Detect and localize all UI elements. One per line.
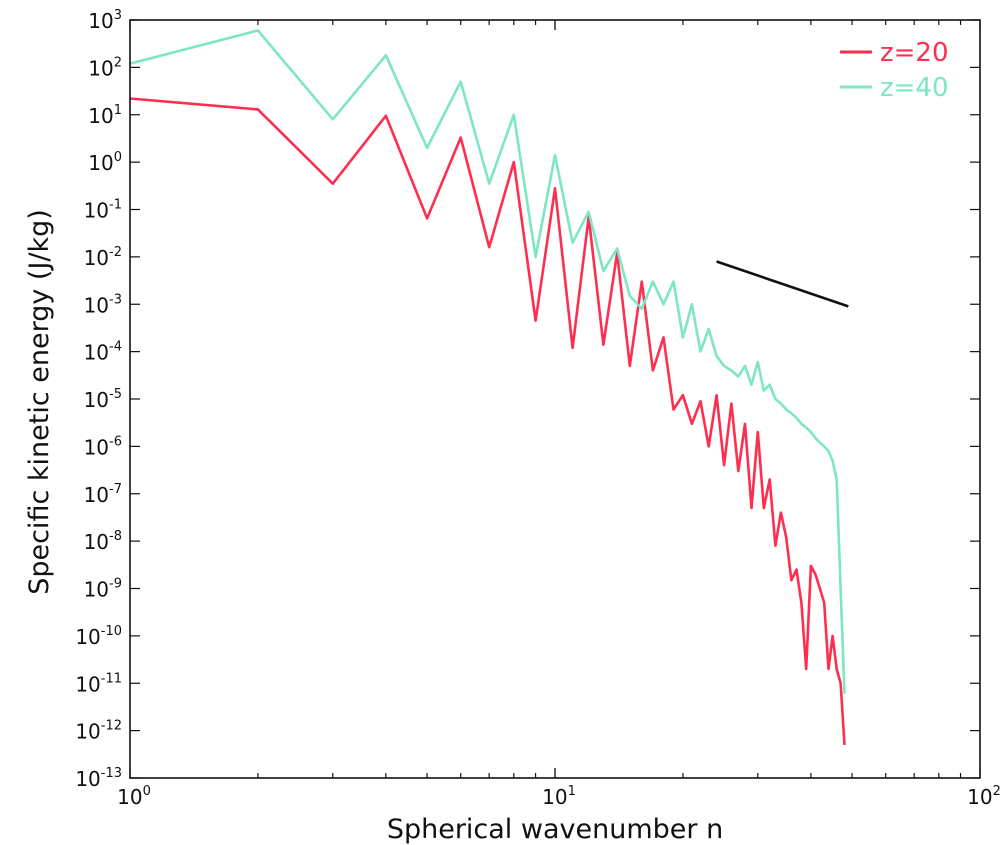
y-tick-label: 10-8 [84,529,122,554]
y-tick-label: 10-6 [84,434,122,459]
y-tick-label: 10-13 [75,766,122,791]
y-axis-title: Specific kinetic energy (J/kg) [24,209,55,595]
y-tick-label: 101 [88,103,122,128]
y-tick-label: 10-1 [84,198,122,223]
y-tick-label: 103 [88,8,122,33]
legend: z=20 z=40 [840,38,949,103]
x-tick-labels: 100 101 102 [117,784,1001,809]
x-tick-label: 100 [117,784,151,809]
reference-slope-line [716,260,849,308]
y-tick-label: 10-2 [84,245,122,270]
y-tick-label: 10-12 [75,719,122,744]
series-line-z20 [129,97,846,745]
legend-label-z20: z=20 [880,38,949,68]
y-tick-label: 100 [88,150,122,175]
y-tick-label: 10-3 [84,292,122,317]
y-tick-label: 102 [88,55,122,80]
x-tick-label: 102 [967,784,1001,809]
y-tick-label: 10-11 [75,671,122,696]
series-line-z40 [129,29,846,694]
y-tick-label: 10-7 [84,482,122,507]
y-tick-label: 10-9 [84,577,122,602]
x-tick-label: 101 [542,784,576,809]
y-tick-labels: 103 102 101 100 10-1 10-2 10-3 10-4 10-5 10-6 10-7… [75,8,122,791]
y-tick-label: 10-4 [84,340,122,365]
y-tick-label: 10-5 [84,387,122,412]
series-layer [129,29,846,745]
x-axis-title: Spherical wavenumber n [387,814,723,845]
legend-label-z40: z=40 [880,73,949,103]
reference-line-layer [716,260,849,308]
y-tick-label: 10-10 [75,624,122,649]
plot-frame [129,19,981,779]
